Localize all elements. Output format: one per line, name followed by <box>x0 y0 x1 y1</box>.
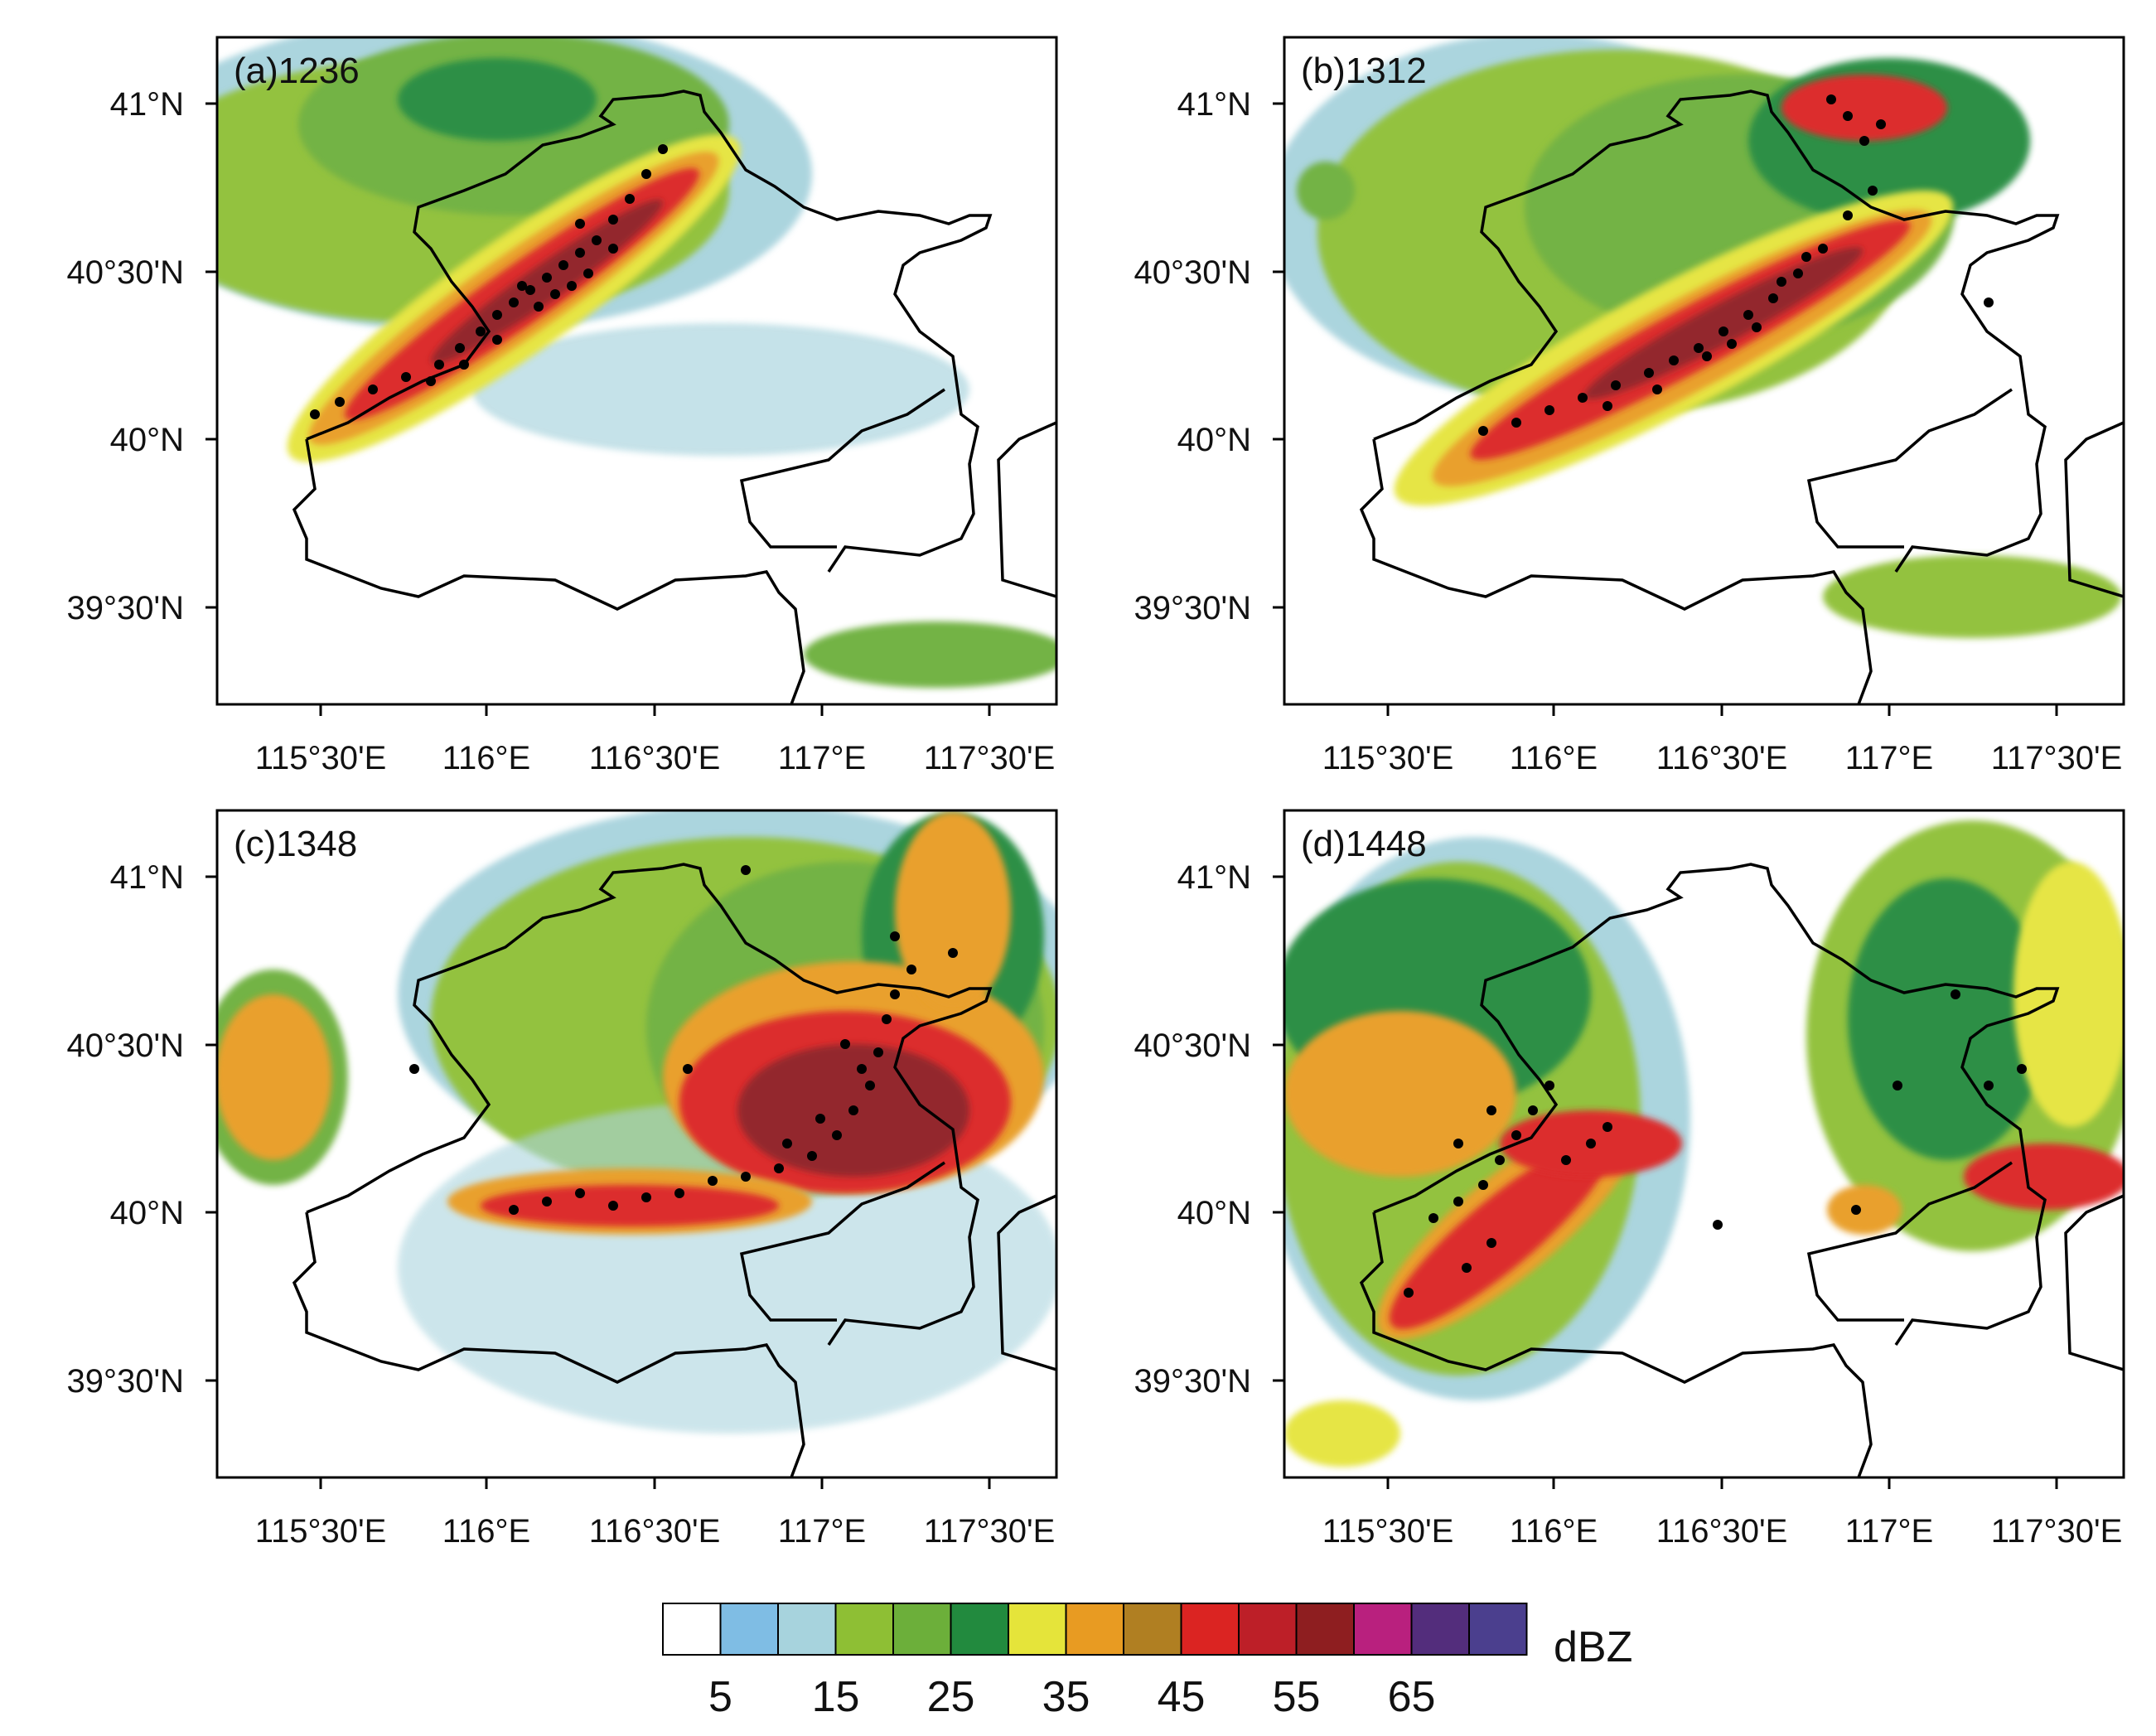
colorbar-swatch <box>662 1603 722 1656</box>
lon-tick-label: 117°E <box>778 740 866 776</box>
colorbar-swatch <box>1295 1603 1355 1656</box>
lat-tick-label: 40°30'N <box>1134 254 1251 291</box>
lon-tick-label: 115°30'E <box>1322 740 1454 776</box>
lightning-points-a <box>310 144 668 419</box>
lon-tick-label: 116°E <box>442 740 530 776</box>
colorbar-swatch <box>1238 1603 1298 1656</box>
lon-tick-label: 116°E <box>1510 1513 1598 1550</box>
lightning-points-b <box>1478 94 1994 436</box>
colorbar-label: 15 <box>812 1673 860 1721</box>
panel-c <box>215 809 1058 1479</box>
lon-tick-label: 117°E <box>1845 1513 1933 1550</box>
lon-tick-label: 117°E <box>778 1513 866 1550</box>
colorbar-label: 25 <box>927 1673 975 1721</box>
lightning-points-d <box>1404 989 2027 1298</box>
lat-tick-label: 40°30'N <box>66 254 184 291</box>
lat-tick-label: 39°30'N <box>66 1363 184 1400</box>
lon-tick-label: 116°E <box>1510 740 1598 776</box>
lat-tick-label: 39°30'N <box>1134 1363 1251 1400</box>
panel-label-d: (d)1448 <box>1301 824 1427 864</box>
panel-a <box>215 36 1058 706</box>
colorbar-swatch <box>1123 1603 1182 1656</box>
lat-tick-label: 39°30'N <box>1134 590 1251 626</box>
colorbar-label: 65 <box>1388 1673 1436 1721</box>
colorbar-swatch <box>1410 1603 1470 1656</box>
panel-d <box>1283 809 2125 1479</box>
lon-tick-label: 115°30'E <box>255 740 387 776</box>
colorbar-swatch <box>950 1603 1009 1656</box>
lat-tick-label: 40°N <box>110 1195 184 1231</box>
lon-tick-label: 117°30'E <box>1991 740 2123 776</box>
reflectivity-field-c <box>217 810 1056 1434</box>
lon-tick-label: 115°30'E <box>1322 1513 1454 1550</box>
colorbar-label: 55 <box>1273 1673 1321 1721</box>
lat-tick-label: 41°N <box>1177 86 1251 123</box>
lon-tick-label: 116°30'E <box>589 740 721 776</box>
panel-label-b: (b)1312 <box>1301 51 1427 91</box>
colorbar-swatch <box>1180 1603 1240 1656</box>
axes-layer: 41°N 40°30'N 40°N 39°30'N 115°30'E 116°E 116°3… <box>66 86 2122 1550</box>
lightning-points-c <box>409 865 958 1215</box>
colorbar-swatch <box>777 1603 837 1656</box>
lon-tick-label: 117°30'E <box>924 1513 1056 1550</box>
lat-tick-label: 40°30'N <box>66 1028 184 1064</box>
lat-tick-label: 41°N <box>110 859 184 896</box>
panel-label-c: (c)1348 <box>234 824 357 864</box>
panel-label-a: (a)1236 <box>234 51 360 91</box>
lat-tick-label: 40°N <box>1177 1195 1251 1231</box>
colorbar-label: 5 <box>708 1673 732 1721</box>
lat-tick-label: 39°30'N <box>66 590 184 626</box>
reflectivity-field-d <box>1284 820 2124 1467</box>
lon-tick-label: 116°30'E <box>589 1513 721 1550</box>
colorbar-swatch <box>892 1603 952 1656</box>
lon-tick-label: 117°30'E <box>1991 1513 2123 1550</box>
lat-tick-label: 40°N <box>1177 422 1251 458</box>
lat-tick-label: 40°N <box>110 422 184 458</box>
colorbar-swatch <box>1468 1603 1528 1656</box>
boundary-lines-c <box>292 863 1056 1477</box>
lon-tick-label: 115°30'E <box>255 1513 387 1550</box>
colorbar-swatch <box>1065 1603 1124 1656</box>
lat-tick-label: 41°N <box>1177 859 1251 896</box>
boundary-lines-a <box>292 89 1056 704</box>
reflectivity-field-b <box>1284 37 2121 638</box>
lon-tick-label: 116°30'E <box>1656 1513 1788 1550</box>
lat-tick-label: 41°N <box>110 86 184 123</box>
colorbar-swatch <box>719 1603 779 1656</box>
lon-tick-label: 117°30'E <box>924 740 1056 776</box>
colorbar-swatch <box>1353 1603 1413 1656</box>
colorbar-swatch <box>834 1603 894 1656</box>
lon-tick-label: 116°E <box>442 1513 530 1550</box>
colorbar-swatch <box>1008 1603 1067 1656</box>
colorbar-unit: dBZ <box>1554 1623 1632 1671</box>
boundary-lines-d <box>1359 863 2124 1477</box>
lat-tick-label: 40°30'N <box>1134 1028 1251 1064</box>
boundary-lines-b <box>1359 89 2124 704</box>
colorbar-label: 35 <box>1042 1673 1090 1721</box>
lon-tick-label: 116°30'E <box>1656 740 1788 776</box>
colorbar: 5 15 25 35 45 55 65 <box>662 1603 1528 1721</box>
lon-tick-label: 117°E <box>1845 740 1933 776</box>
panel-b <box>1283 36 2125 706</box>
colorbar-label: 45 <box>1158 1673 1206 1721</box>
